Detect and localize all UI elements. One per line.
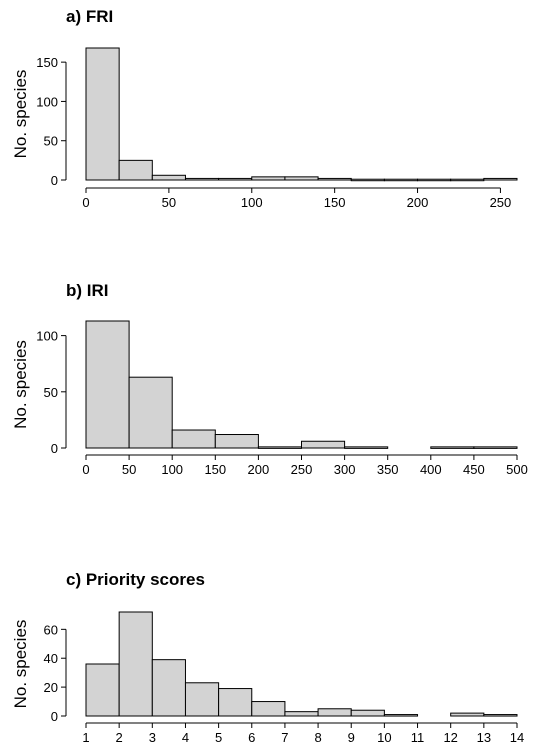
histogram-bar [430, 446, 475, 449]
x-tick-label: 0 [82, 195, 89, 210]
x-tick-label: 200 [407, 195, 429, 210]
y-tick-label: 100 [36, 94, 58, 109]
histogram-bar [483, 714, 518, 717]
histogram-bar [257, 446, 302, 449]
x-tick-label: 9 [348, 730, 355, 744]
x-tick-label: 250 [490, 195, 512, 210]
histogram-bar [218, 177, 253, 181]
x-tick-label: 2 [116, 730, 123, 744]
x-tick-label: 10 [377, 730, 391, 744]
histogram-bar [118, 159, 153, 181]
histogram-bar [344, 446, 389, 449]
histogram-bar [184, 682, 220, 717]
histogram-bar [118, 611, 153, 717]
histogram-bar [171, 429, 216, 449]
x-tick-label: 13 [477, 730, 491, 744]
x-tick-label: 0 [82, 462, 89, 477]
x-tick-label: 350 [377, 462, 399, 477]
histogram-bar [184, 177, 220, 181]
y-tick-label: 40 [44, 651, 58, 666]
histogram-bar [317, 177, 352, 181]
histogram-bar [301, 440, 346, 449]
histogram-bar [85, 663, 120, 717]
x-tick-label: 14 [510, 730, 524, 744]
y-tick-label: 100 [36, 329, 58, 344]
histogram-bar [128, 376, 173, 449]
histogram-bar [383, 714, 419, 717]
x-tick-label: 6 [248, 730, 255, 744]
y-tick-label: 0 [51, 709, 58, 724]
chart-panel-b: b) IRI No. species 0 50 100 0 50 100 150 200 250 30… [11, 281, 528, 477]
histogram-bar [450, 712, 485, 717]
histogram-bar [218, 688, 253, 717]
y-tick-label: 0 [51, 173, 58, 188]
y-axis-label: No. species [11, 70, 30, 159]
histogram-bar [151, 659, 186, 717]
histogram-bar [284, 176, 319, 181]
chart-title: a) FRI [66, 7, 113, 26]
x-tick-label: 150 [204, 462, 226, 477]
x-tick-label: 8 [314, 730, 321, 744]
y-tick-label: 50 [44, 385, 58, 400]
histogram-bar [383, 178, 419, 182]
x-tick-label: 500 [506, 462, 528, 477]
histogram-bar [85, 47, 120, 181]
x-tick-label: 400 [420, 462, 442, 477]
histogram-bar [450, 178, 485, 182]
y-tick-label: 0 [51, 441, 58, 456]
chart-title: b) IRI [66, 281, 109, 300]
x-tick-label: 450 [463, 462, 485, 477]
y-axis-label: No. species [11, 620, 30, 709]
histogram-bar [284, 711, 319, 717]
histogram-bar [473, 446, 518, 449]
histogram-bar [483, 177, 518, 181]
x-tick-label: 11 [411, 730, 425, 744]
histogram-bar [214, 434, 259, 449]
histogram-bar [350, 709, 385, 717]
y-tick-label: 20 [44, 680, 58, 695]
histogram-bar [350, 178, 385, 182]
x-tick-label: 12 [443, 730, 457, 744]
y-axis-label: No. species [11, 340, 30, 429]
x-tick-label: 4 [182, 730, 189, 744]
chart-panel-a: a) FRI No. species 0 50 100 150 0 50 100 150 200 25… [11, 7, 518, 210]
y-tick-label: 60 [44, 622, 58, 637]
x-tick-label: 7 [281, 730, 288, 744]
histogram-bar [251, 701, 286, 717]
x-tick-label: 1 [82, 730, 89, 744]
x-tick-label: 100 [241, 195, 263, 210]
x-tick-label: 150 [324, 195, 346, 210]
histogram-bar [85, 320, 130, 449]
x-tick-label: 3 [149, 730, 156, 744]
histogram-bar [151, 174, 186, 181]
histogram-bar [417, 178, 452, 182]
x-tick-label: 250 [291, 462, 313, 477]
x-tick-label: 5 [215, 730, 222, 744]
x-tick-label: 50 [122, 462, 136, 477]
x-tick-label: 200 [248, 462, 270, 477]
x-tick-label: 300 [334, 462, 356, 477]
y-tick-label: 150 [36, 55, 58, 70]
x-tick-label: 50 [162, 195, 176, 210]
y-tick-label: 50 [44, 134, 58, 149]
histogram-bar [317, 708, 352, 717]
histogram-bar [251, 176, 286, 181]
chart-title: c) Priority scores [66, 570, 205, 589]
x-tick-label: 100 [161, 462, 183, 477]
